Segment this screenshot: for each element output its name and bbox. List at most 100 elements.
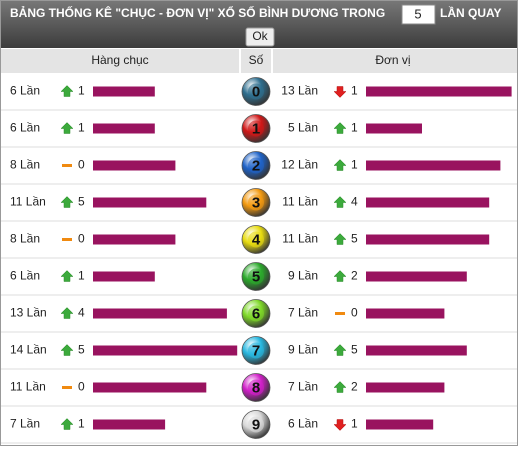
frame	[0, 0, 518, 446]
header-suffix: LẦN QUAY	[440, 5, 502, 20]
count-bar	[93, 308, 227, 319]
count-label: 7 Lần	[288, 306, 318, 320]
column-header: Số	[249, 53, 264, 67]
ball-center	[248, 194, 264, 211]
ball-digit: 2	[252, 157, 260, 174]
ball-digit: 8	[252, 379, 260, 396]
count-bar	[366, 160, 501, 171]
ball-center	[248, 305, 264, 322]
trend-up-icon	[333, 270, 347, 282]
ok-button[interactable]	[245, 27, 275, 47]
change-value: 1	[78, 269, 85, 283]
trend-up-icon	[60, 122, 74, 134]
count-bar	[366, 419, 434, 430]
count-label: 9 Lần	[288, 343, 318, 357]
count-bar	[93, 197, 207, 208]
change-value: 5	[78, 343, 85, 357]
ball-digit: 5	[252, 268, 260, 285]
change-value: 1	[78, 84, 85, 98]
count-bar	[93, 234, 176, 245]
count-bar	[366, 271, 467, 282]
change-value: 2	[351, 269, 358, 283]
trend-up-icon	[60, 307, 74, 319]
count-label: 11 Lần	[282, 232, 318, 246]
change-value: 0	[351, 306, 358, 320]
trend-up-icon	[60, 85, 74, 97]
ball-center	[248, 416, 264, 433]
change-value: 5	[351, 232, 358, 246]
change-value: 1	[78, 121, 85, 135]
count-bar	[93, 382, 207, 393]
change-value: 1	[78, 417, 85, 431]
count-label: 8 Lần	[10, 232, 40, 246]
change-value: 2	[351, 380, 358, 394]
ball-digit: 0	[252, 83, 260, 100]
ok-button-label[interactable]: Ok	[252, 29, 268, 43]
trend-up-icon	[333, 233, 347, 245]
count-label: 6 Lần	[10, 269, 40, 283]
count-label: 13 Lần	[10, 306, 47, 320]
count-input-value[interactable]: 5	[414, 6, 421, 21]
ball-center	[248, 342, 264, 359]
trend-flat-icon	[62, 386, 72, 389]
ball-digit: 3	[252, 194, 260, 211]
trend-up-icon	[60, 196, 74, 208]
change-value: 0	[78, 158, 85, 172]
change-value: 5	[78, 195, 85, 209]
trend-up-icon	[333, 381, 347, 393]
trend-down-icon	[333, 86, 347, 98]
ball-digit: 6	[252, 305, 260, 322]
count-label: 7 Lần	[288, 380, 318, 394]
change-value: 5	[351, 343, 358, 357]
count-label: 6 Lần	[10, 121, 40, 135]
count-label: 11 Lần	[10, 195, 46, 209]
count-bar	[366, 86, 512, 97]
count-bar	[93, 271, 155, 282]
trend-up-icon	[333, 159, 347, 171]
count-bar	[366, 234, 490, 245]
column-header: Đơn vị	[375, 53, 410, 67]
header-title: BẢNG THỐNG KÊ "CHỤC - ĐƠN VỊ" XỔ SỐ BÌNH…	[10, 5, 385, 20]
count-label: 8 Lần	[10, 158, 40, 172]
ball-digit: 1	[252, 120, 260, 137]
trend-down-icon	[333, 419, 347, 431]
column-header: Hàng chục	[91, 53, 148, 67]
change-value: 4	[78, 306, 85, 320]
trend-flat-icon	[62, 238, 72, 241]
change-value: 0	[78, 380, 85, 394]
count-label: 6 Lần	[288, 417, 318, 431]
count-bar	[93, 86, 155, 97]
trend-up-icon	[60, 270, 74, 282]
count-label: 6 Lần	[10, 84, 40, 98]
ball-center	[248, 231, 264, 248]
count-label: 5 Lần	[288, 121, 318, 135]
trend-flat-icon	[62, 164, 72, 167]
trend-up-icon	[60, 344, 74, 356]
ball-center	[248, 120, 264, 137]
change-value: 1	[351, 158, 358, 172]
count-bar	[366, 308, 445, 319]
change-value: 1	[351, 84, 358, 98]
count-bar	[93, 419, 166, 430]
change-value: 0	[78, 232, 85, 246]
count-bar	[366, 123, 422, 134]
column-header-row	[1, 49, 517, 73]
change-value: 4	[351, 195, 358, 209]
ball-digit: 7	[252, 342, 260, 359]
trend-up-icon	[333, 196, 347, 208]
count-bar	[93, 160, 176, 171]
count-bar	[366, 382, 445, 393]
count-label: 7 Lần	[10, 417, 40, 431]
ball-center	[248, 83, 264, 100]
ball-center	[248, 268, 264, 285]
ball-digit: 4	[252, 231, 261, 248]
count-label: 11 Lần	[282, 195, 318, 209]
trend-flat-icon	[335, 312, 345, 315]
count-input[interactable]	[401, 4, 436, 25]
count-label: 13 Lần	[281, 84, 318, 98]
change-value: 1	[351, 121, 358, 135]
ball-center	[248, 379, 264, 396]
count-label: 12 Lần	[281, 158, 318, 172]
count-bar	[93, 345, 238, 356]
